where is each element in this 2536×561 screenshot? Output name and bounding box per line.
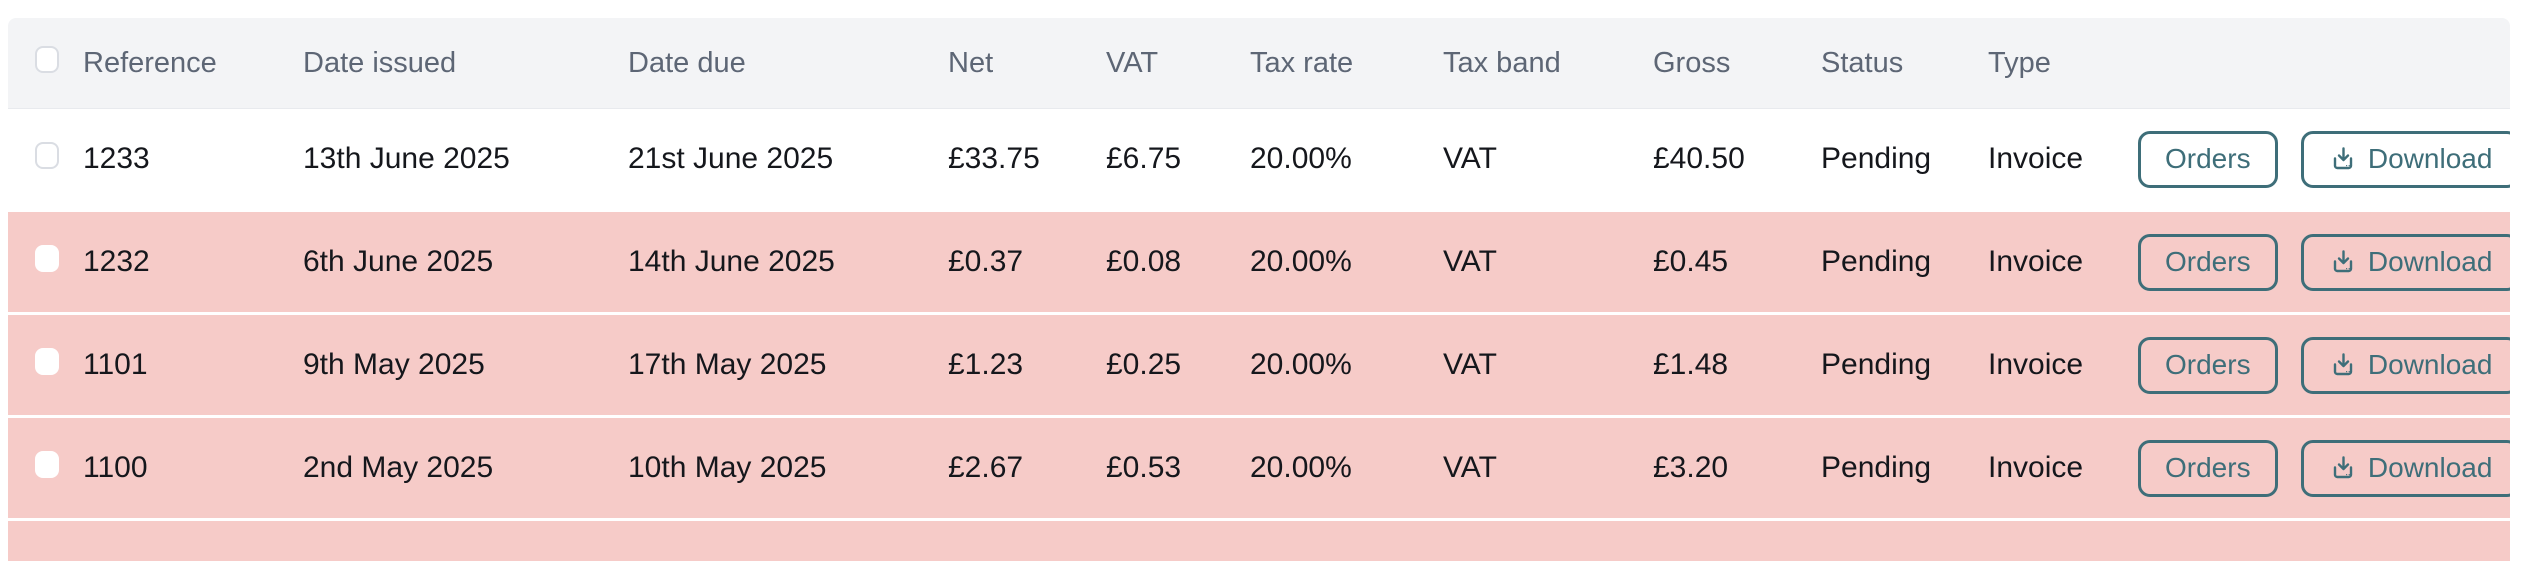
row-actions-cell: Orders Download [2138, 109, 2510, 212]
cell-gross: £40.50 [1653, 109, 1821, 212]
row-select-cell [8, 109, 83, 212]
download-button-label: Download [2367, 246, 2493, 277]
download-icon [2328, 350, 2358, 380]
cell-reference: 1233 [83, 109, 303, 212]
orders-button[interactable]: Orders [2138, 336, 2278, 394]
row-checkbox[interactable] [35, 141, 59, 169]
cell-date-due: 17th May 2025 [628, 315, 948, 418]
cell-reference: 1101 [83, 315, 303, 418]
orders-button-label: Orders [2165, 349, 2251, 380]
cell-tax-rate: 20.00% [1250, 212, 1443, 315]
cell-date-due: 10th May 2025 [628, 418, 948, 521]
cell-tax-rate: 20.00% [1250, 315, 1443, 418]
cell-date-issued: 6th June 2025 [303, 212, 628, 315]
actions-column-header [2138, 18, 2510, 109]
cell-net: £33.75 [948, 109, 1106, 212]
cell-tax-rate: 20.00% [1250, 418, 1443, 521]
row-select-cell [8, 418, 83, 521]
cell-type: Invoice [1988, 315, 2138, 418]
partial-next-row [8, 521, 2510, 561]
download-icon [2328, 144, 2358, 174]
column-header-vat: VAT [1106, 18, 1250, 109]
header-row: Reference Date issued Date due Net VAT Tax ra… [8, 18, 2510, 109]
download-button-label: Download [2367, 452, 2493, 483]
table-row: 1100 2nd May 2025 10th May 2025 £2.67 £0… [8, 418, 2510, 521]
orders-button-label: Orders [2165, 143, 2251, 174]
invoices-table: Reference Date issued Date due Net VAT Tax ra… [8, 18, 2510, 521]
row-checkbox[interactable] [35, 347, 59, 375]
orders-button[interactable]: Orders [2138, 130, 2278, 188]
cell-net: £1.23 [948, 315, 1106, 418]
cell-date-issued: 9th May 2025 [303, 315, 628, 418]
column-header-type: Type [1988, 18, 2138, 109]
cell-date-due: 21st June 2025 [628, 109, 948, 212]
cell-status: Pending [1821, 212, 1988, 315]
row-actions-cell: Orders Download [2138, 315, 2510, 418]
invoices-table-container: Reference Date issued Date due Net VAT Tax ra… [8, 18, 2510, 561]
cell-net: £2.67 [948, 418, 1106, 521]
download-button[interactable]: Download [2300, 336, 2510, 394]
row-actions-cell: Orders Download [2138, 418, 2510, 521]
cell-date-issued: 13th June 2025 [303, 109, 628, 212]
table-body: 1233 13th June 2025 21st June 2025 £33.7… [8, 109, 2510, 521]
column-header-status: Status [1821, 18, 1988, 109]
column-header-tax-band: Tax band [1443, 18, 1653, 109]
cell-vat: £0.25 [1106, 315, 1250, 418]
download-button[interactable]: Download [2300, 439, 2510, 497]
orders-button-label: Orders [2165, 246, 2251, 277]
row-actions-cell: Orders Download [2138, 212, 2510, 315]
cell-reference: 1232 [83, 212, 303, 315]
table-row: 1101 9th May 2025 17th May 2025 £1.23 £0… [8, 315, 2510, 418]
cell-vat: £6.75 [1106, 109, 1250, 212]
download-button[interactable]: Download [2300, 233, 2510, 291]
cell-tax-band: VAT [1443, 109, 1653, 212]
cell-status: Pending [1821, 109, 1988, 212]
cell-tax-band: VAT [1443, 212, 1653, 315]
column-header-date-issued: Date issued [303, 18, 628, 109]
row-select-cell [8, 315, 83, 418]
cell-status: Pending [1821, 315, 1988, 418]
cell-gross: £3.20 [1653, 418, 1821, 521]
row-select-cell [8, 212, 83, 315]
column-header-tax-rate: Tax rate [1250, 18, 1443, 109]
download-icon [2328, 247, 2358, 277]
table-row: 1232 6th June 2025 14th June 2025 £0.37 … [8, 212, 2510, 315]
table-row: 1233 13th June 2025 21st June 2025 £33.7… [8, 109, 2510, 212]
cell-tax-band: VAT [1443, 418, 1653, 521]
cell-vat: £0.53 [1106, 418, 1250, 521]
column-header-reference: Reference [83, 18, 303, 109]
cell-type: Invoice [1988, 418, 2138, 521]
select-all-cell [8, 18, 83, 109]
column-header-date-due: Date due [628, 18, 948, 109]
cell-net: £0.37 [948, 212, 1106, 315]
cell-tax-rate: 20.00% [1250, 109, 1443, 212]
column-header-gross: Gross [1653, 18, 1821, 109]
download-button-label: Download [2367, 143, 2493, 174]
cell-gross: £1.48 [1653, 315, 1821, 418]
cell-reference: 1100 [83, 418, 303, 521]
cell-date-issued: 2nd May 2025 [303, 418, 628, 521]
download-button-label: Download [2367, 349, 2493, 380]
cell-vat: £0.08 [1106, 212, 1250, 315]
row-checkbox[interactable] [35, 450, 59, 478]
orders-button[interactable]: Orders [2138, 439, 2278, 497]
cell-type: Invoice [1988, 212, 2138, 315]
orders-button[interactable]: Orders [2138, 233, 2278, 291]
cell-type: Invoice [1988, 109, 2138, 212]
download-button[interactable]: Download [2300, 130, 2510, 188]
cell-status: Pending [1821, 418, 1988, 521]
download-icon [2328, 453, 2358, 483]
orders-button-label: Orders [2165, 452, 2251, 483]
cell-tax-band: VAT [1443, 315, 1653, 418]
cell-gross: £0.45 [1653, 212, 1821, 315]
column-header-net: Net [948, 18, 1106, 109]
cell-date-due: 14th June 2025 [628, 212, 948, 315]
row-checkbox[interactable] [35, 244, 59, 272]
select-all-checkbox[interactable] [35, 45, 59, 73]
